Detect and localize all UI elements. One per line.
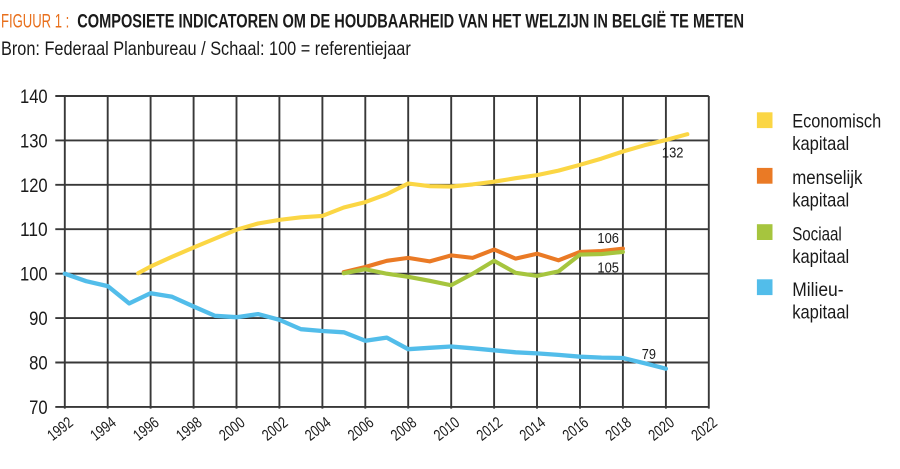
svg-text:120: 120	[20, 175, 48, 197]
svg-text:140: 140	[20, 86, 48, 108]
svg-text:kapitaal: kapitaal	[792, 190, 849, 212]
svg-text:130: 130	[20, 130, 48, 152]
svg-text:Sociaal: Sociaal	[792, 224, 842, 246]
svg-text:COMPOSIETE INDICATOREN OM DE H: COMPOSIETE INDICATOREN OM DE HOUDBAARHEI…	[77, 10, 744, 33]
svg-text:kapitaal: kapitaal	[792, 246, 849, 268]
svg-text:80: 80	[29, 353, 48, 375]
svg-text:110: 110	[20, 219, 48, 241]
svg-text:132: 132	[662, 145, 684, 162]
svg-text:Bron: Federaal Planbureau / Sc: Bron: Federaal Planbureau / Schaal: 100 …	[1, 39, 411, 60]
svg-text:kapitaal: kapitaal	[792, 302, 849, 324]
svg-text:kapitaal: kapitaal	[792, 133, 849, 155]
svg-text:100: 100	[20, 264, 48, 286]
svg-text:menselijk: menselijk	[792, 167, 863, 189]
svg-text:105: 105	[597, 259, 619, 276]
svg-text:79: 79	[642, 346, 656, 363]
svg-text:106: 106	[597, 230, 619, 247]
svg-text:Economisch: Economisch	[792, 111, 881, 133]
svg-text:70: 70	[29, 397, 48, 419]
svg-text:FIGUUR 1 :: FIGUUR 1 :	[1, 11, 69, 33]
svg-text:90: 90	[29, 308, 48, 330]
svg-text:Milieu-: Milieu-	[792, 279, 843, 301]
